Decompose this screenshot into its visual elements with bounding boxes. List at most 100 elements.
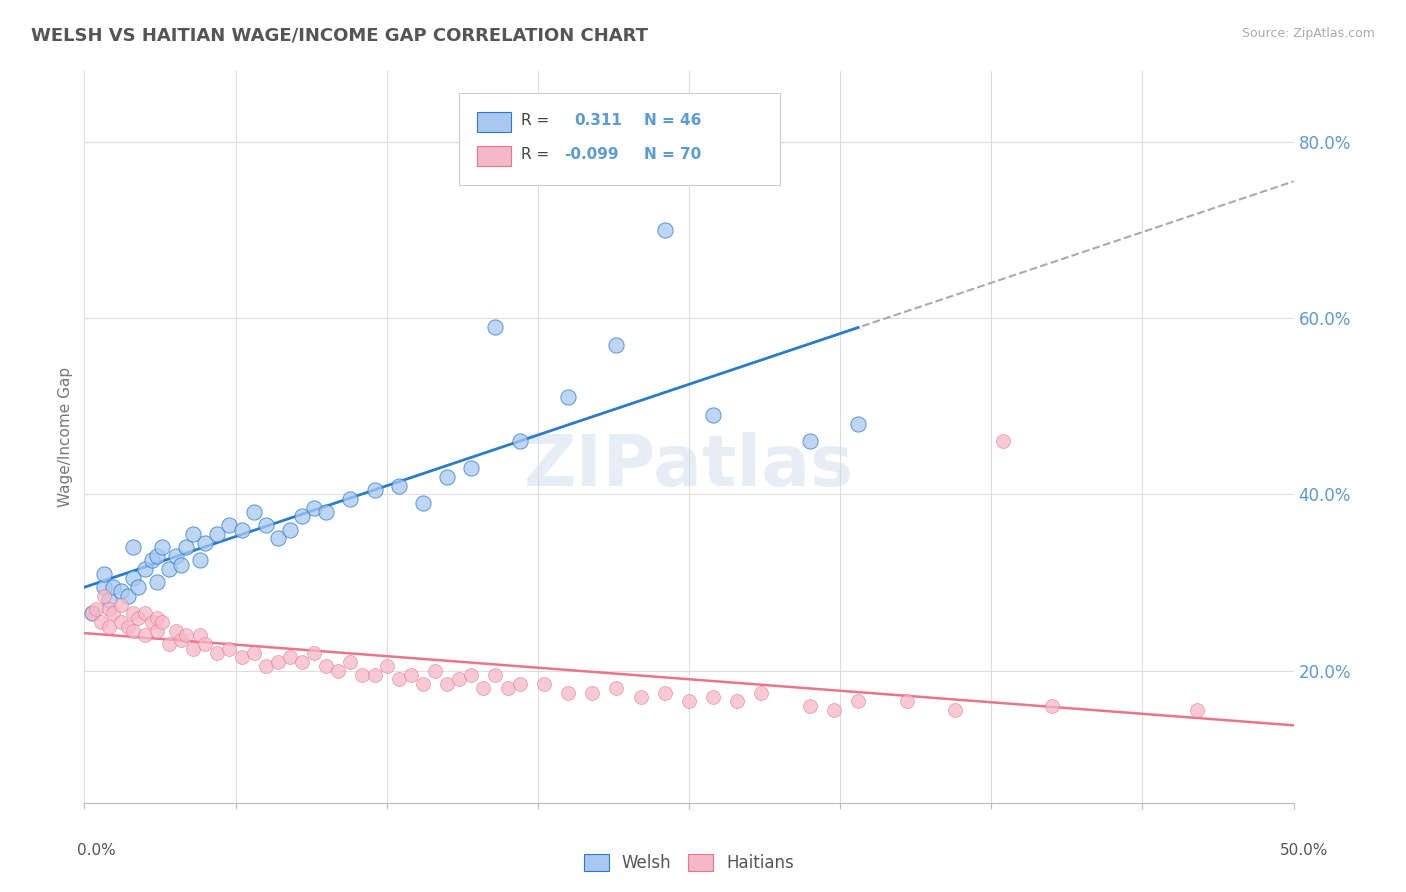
Point — [127, 580, 149, 594]
Point — [141, 553, 163, 567]
Point — [799, 698, 821, 713]
Point — [103, 607, 125, 621]
Point — [557, 391, 579, 405]
Point — [146, 611, 169, 625]
Point — [218, 518, 240, 533]
Point — [121, 607, 143, 621]
Point — [460, 461, 482, 475]
Point — [509, 677, 531, 691]
Text: WELSH VS HAITIAN WAGE/INCOME GAP CORRELATION CHART: WELSH VS HAITIAN WAGE/INCOME GAP CORRELA… — [31, 27, 648, 45]
Point — [97, 593, 120, 607]
Point — [121, 571, 143, 585]
Point — [134, 562, 156, 576]
Point — [157, 562, 180, 576]
Text: R =: R = — [520, 147, 550, 162]
Text: N = 46: N = 46 — [644, 113, 702, 128]
Point — [678, 694, 700, 708]
Point — [581, 686, 603, 700]
Point — [110, 598, 132, 612]
Point — [472, 681, 495, 696]
FancyBboxPatch shape — [460, 94, 780, 185]
Point — [436, 469, 458, 483]
Point — [97, 619, 120, 633]
Point — [943, 703, 966, 717]
Point — [190, 628, 212, 642]
Point — [207, 646, 229, 660]
Point — [267, 532, 290, 546]
Point — [181, 527, 204, 541]
Point — [110, 615, 132, 629]
Point — [80, 607, 103, 621]
Point — [80, 607, 103, 621]
Text: R =: R = — [520, 113, 550, 128]
Point — [436, 677, 458, 691]
Point — [449, 673, 471, 687]
Text: 0.311: 0.311 — [574, 113, 621, 128]
Point — [121, 624, 143, 638]
Point — [278, 523, 301, 537]
Point — [254, 659, 277, 673]
Point — [799, 434, 821, 449]
Point — [174, 628, 197, 642]
Point — [117, 589, 139, 603]
Point — [315, 659, 337, 673]
Point — [352, 668, 374, 682]
Point — [254, 518, 277, 533]
Point — [146, 575, 169, 590]
Point — [127, 611, 149, 625]
Point — [190, 553, 212, 567]
Point — [150, 615, 173, 629]
Point — [165, 624, 187, 638]
Point — [93, 566, 115, 581]
Point — [533, 677, 555, 691]
FancyBboxPatch shape — [478, 112, 512, 132]
Point — [194, 536, 217, 550]
Point — [181, 641, 204, 656]
Point — [141, 615, 163, 629]
Text: Source: ZipAtlas.com: Source: ZipAtlas.com — [1241, 27, 1375, 40]
Point — [278, 650, 301, 665]
Legend: Welsh, Haitians: Welsh, Haitians — [576, 847, 801, 879]
Point — [654, 686, 676, 700]
Y-axis label: Wage/Income Gap: Wage/Income Gap — [58, 367, 73, 508]
Point — [207, 527, 229, 541]
Point — [846, 694, 869, 708]
Point — [363, 668, 385, 682]
Point — [291, 655, 314, 669]
Point — [174, 540, 197, 554]
Point — [363, 483, 385, 497]
Point — [103, 580, 125, 594]
Point — [165, 549, 187, 563]
Point — [315, 505, 337, 519]
Point — [150, 540, 173, 554]
Point — [846, 417, 869, 431]
Point — [328, 664, 350, 678]
Point — [170, 558, 193, 572]
Point — [146, 624, 169, 638]
Point — [231, 523, 253, 537]
Point — [605, 681, 627, 696]
Point — [496, 681, 519, 696]
Point — [484, 668, 506, 682]
Point — [388, 673, 411, 687]
Point — [725, 694, 748, 708]
Point — [412, 496, 434, 510]
Point — [110, 584, 132, 599]
Point — [460, 668, 482, 682]
Point — [605, 337, 627, 351]
Point — [993, 434, 1015, 449]
Point — [194, 637, 217, 651]
Text: -0.099: -0.099 — [564, 147, 619, 162]
Point — [557, 686, 579, 700]
Point — [339, 655, 361, 669]
Point — [146, 549, 169, 563]
Point — [339, 491, 361, 506]
Point — [170, 632, 193, 647]
Point — [242, 646, 264, 660]
Text: N = 70: N = 70 — [644, 147, 702, 162]
Point — [375, 659, 398, 673]
Point — [302, 646, 325, 660]
Point — [218, 641, 240, 656]
Point — [654, 223, 676, 237]
Point — [134, 607, 156, 621]
